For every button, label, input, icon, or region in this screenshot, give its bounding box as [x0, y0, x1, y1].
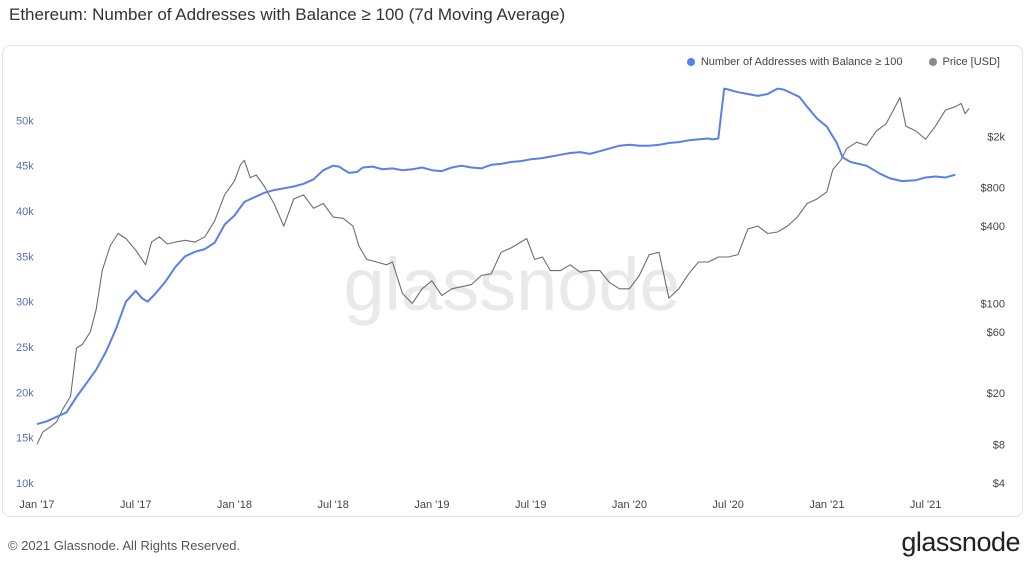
series-layer [36, 87, 970, 445]
x-tick-label: Jul '18 [317, 499, 348, 511]
brand-logo: glassnode [901, 527, 1020, 557]
right-tick-label: $400 [981, 221, 1005, 233]
legend-dot-addresses-icon [686, 58, 695, 66]
legend-item-addresses[interactable]: Number of Addresses with Balance ≥ 100 [686, 56, 903, 68]
left-tick-label: 10k [16, 478, 34, 490]
x-tick-label: Jul '19 [515, 499, 546, 511]
left-tick-label: 25k [16, 342, 34, 354]
x-tick-label: Jan '19 [414, 499, 449, 511]
right-tick-label: $20 [987, 388, 1005, 400]
legend-dot-price-icon [928, 58, 937, 66]
left-tick-label: 35k [16, 251, 34, 263]
left-axis: 10k 15k 20k 25k 30k 35k 40k 45k 50k [16, 115, 34, 490]
watermark: glassnode [343, 243, 680, 326]
legend-label-addresses: Number of Addresses with Balance ≥ 100 [700, 56, 903, 68]
right-tick-label: $60 [987, 327, 1005, 339]
right-tick-label: $8 [993, 439, 1005, 451]
left-tick-label: 30k [16, 297, 34, 309]
right-tick-label: $4 [993, 478, 1005, 490]
legend-item-price[interactable]: Price [USD] [928, 56, 1000, 68]
x-tick-label: Jan '17 [19, 499, 54, 511]
left-tick-label: 40k [16, 206, 34, 218]
x-tick-label: Jul '17 [120, 499, 151, 511]
left-tick-label: 15k [16, 433, 34, 445]
x-tick-label: Jan '18 [217, 499, 252, 511]
x-tick-label: Jul '20 [712, 499, 743, 511]
x-tick-label: Jan '20 [612, 499, 647, 511]
x-tick-label: Jan '21 [809, 499, 844, 511]
right-tick-label: $2k [987, 131, 1005, 143]
left-tick-label: 50k [16, 115, 34, 127]
x-tick-label: Jul '21 [910, 499, 941, 511]
addresses-series-line[interactable] [36, 87, 956, 426]
left-tick-label: 20k [16, 387, 34, 399]
right-tick-label: $800 [981, 182, 1005, 194]
chart-panel [2, 45, 1023, 517]
right-axis: $4 $8 $20 $60 $100 $400 $800 $2k [981, 131, 1006, 490]
price-series-line[interactable] [36, 97, 970, 445]
right-tick-label: $100 [981, 298, 1005, 310]
left-tick-label: 45k [16, 161, 34, 173]
copyright-footer: © 2021 Glassnode. All Rights Reserved. [8, 538, 241, 553]
legend-label-price: Price [USD] [942, 56, 1000, 68]
chart-legend: Number of Addresses with Balance ≥ 100 P… [686, 56, 1000, 68]
chart-title: Ethereum: Number of Addresses with Balan… [9, 5, 566, 24]
x-axis: Jan '17 Jul '17 Jan '18 Jul '18 Jan '19 Jul '… [19, 499, 941, 511]
